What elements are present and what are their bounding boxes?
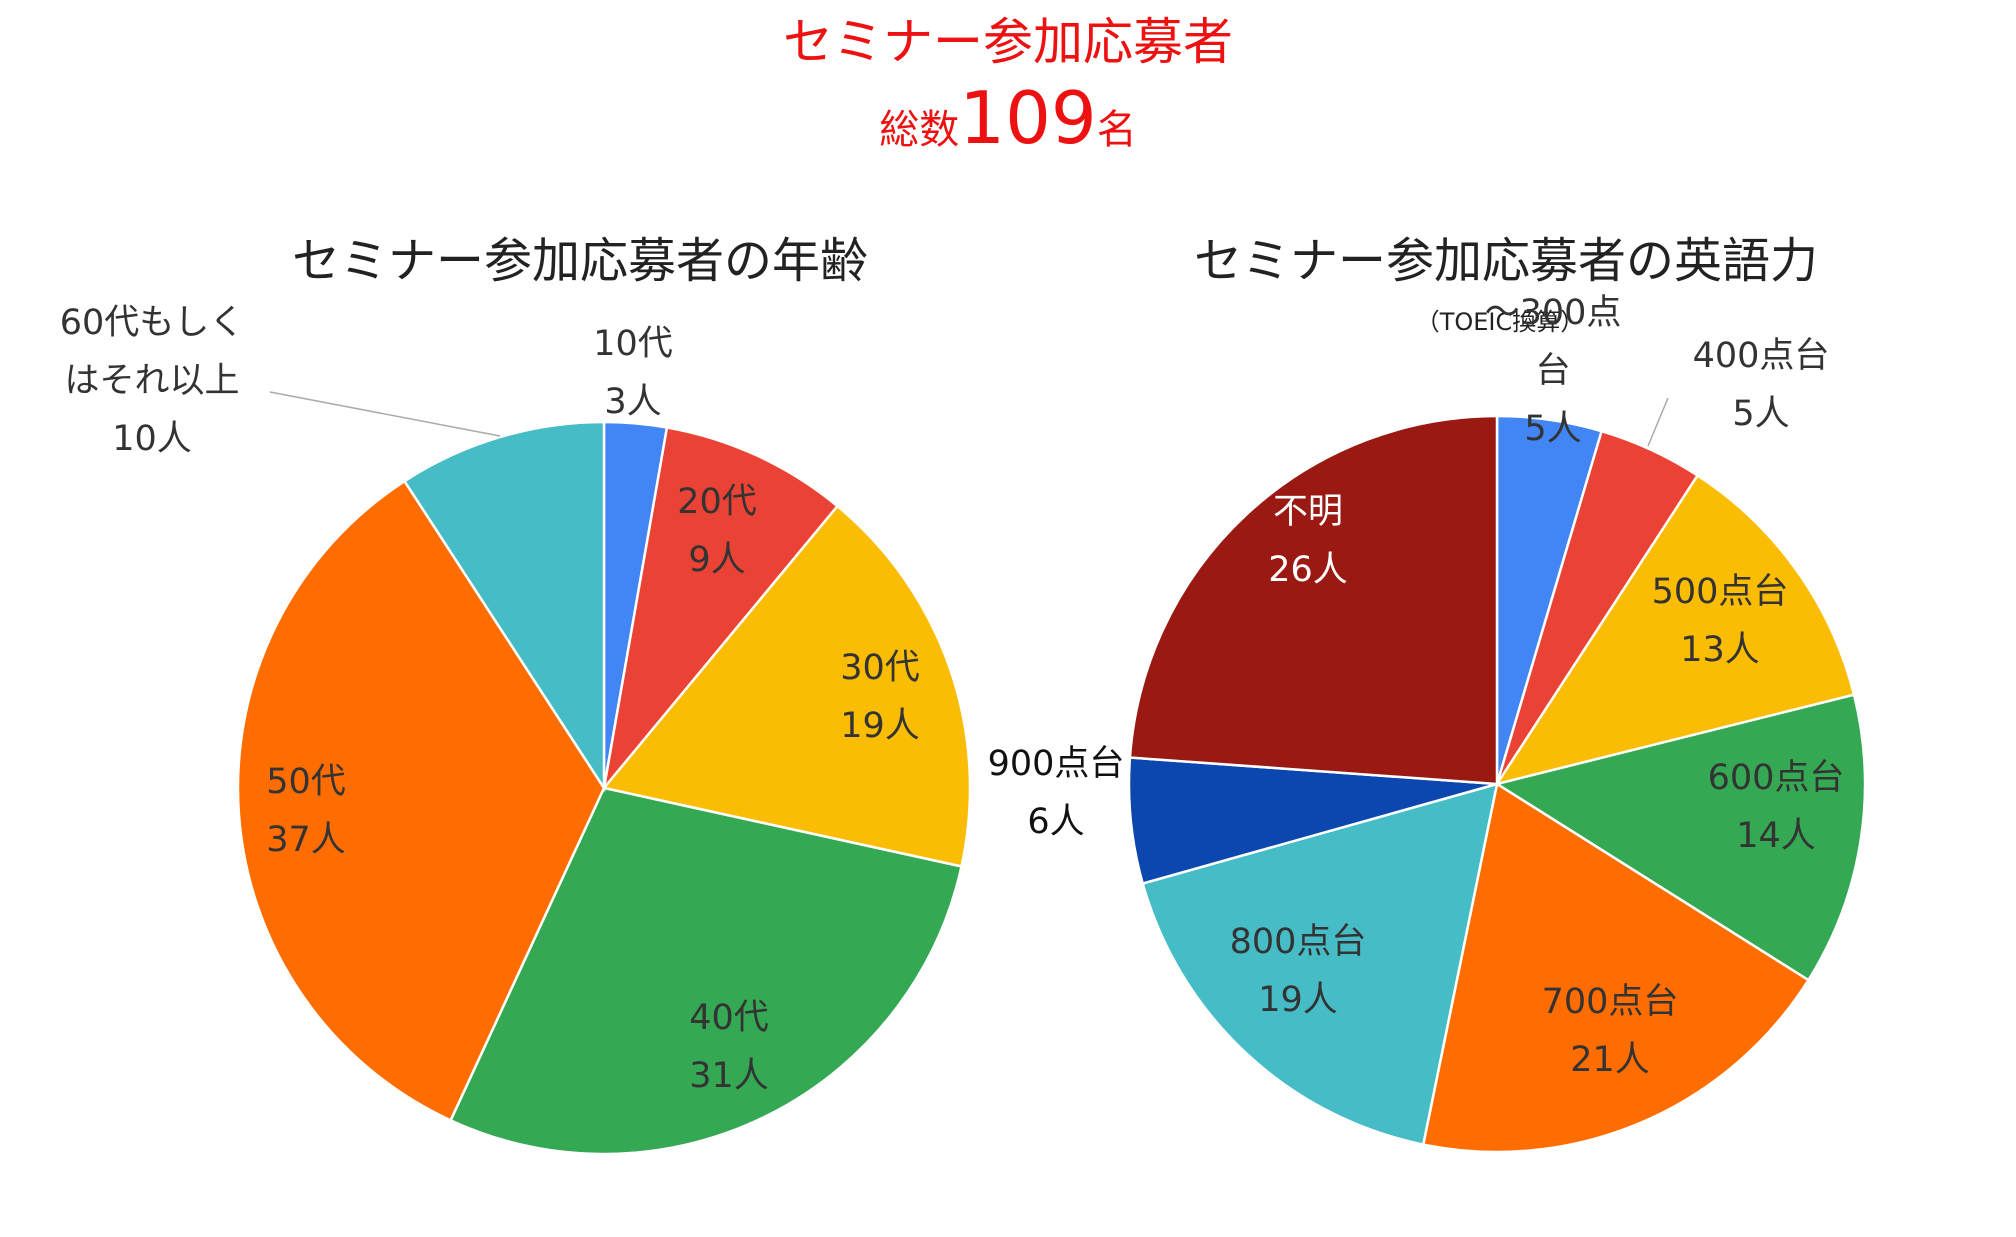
english-pie: ～300点台 5人 400点台 5人 500点台 13人 600点台 14人 700点台 21人 8… [988, 293, 1867, 1154]
english-slice-2 [1494, 473, 1856, 786]
age-slice-label-1: 20代 9人 [677, 482, 757, 580]
english-slice-name-7: 不明 [1273, 492, 1343, 532]
english-slice-4 [1421, 781, 1811, 1154]
age-slice-label-2: 30代 19人 [840, 648, 920, 746]
english-slice-label-7: 不明 26人 [1268, 492, 1348, 590]
english-slice-value-6: 6人 [1027, 802, 1084, 842]
age-chart-title: セミナー参加応募者の年齢 [291, 233, 868, 289]
age-slice-value-2: 19人 [840, 706, 920, 746]
english-slice-name-6: 900点台 [988, 744, 1125, 784]
english-slice-value-5: 19人 [1258, 980, 1338, 1020]
age-slice-4 [236, 479, 606, 1122]
english-slice-label-0: ～300点台 5人 [1485, 293, 1622, 449]
english-slice-value-4: 21人 [1570, 1040, 1650, 1080]
english-chart-title: セミナー参加応募者の英語力 [1193, 233, 1818, 289]
english-slice-name-0: 台 [1535, 351, 1570, 391]
english-slice-label-5: 800点台 19人 [1230, 922, 1367, 1020]
english-slice-label-3: 600点台 14人 [1708, 758, 1845, 856]
english-slice-value-7: 26人 [1268, 550, 1348, 590]
age-slice-value-0: 3人 [604, 382, 661, 422]
english-chart-subtitle: （TOEIC換算） [1415, 308, 1585, 336]
english-slice-value-0: 5人 [1524, 409, 1581, 449]
age-leader-line-5 [269, 391, 501, 437]
english-slice-label-2: 500点台 13人 [1652, 572, 1789, 670]
age-slice-value-4: 37人 [266, 820, 346, 860]
age-slice-value-1: 9人 [688, 540, 745, 580]
english-slice-label-6: 900点台 6人 [988, 744, 1125, 842]
age-slice-name-4: 50代 [266, 762, 346, 802]
age-slice-label-0: 10代 3人 [593, 324, 673, 422]
headline-total: 総数109名 [0, 78, 2016, 170]
age-slice-name-5: はそれ以上 [64, 361, 239, 401]
english-slice-label-4: 700点台 21人 [1542, 982, 1679, 1080]
english-slice-value-1: 5人 [1732, 394, 1789, 434]
age-slice-label-5: 60代もしくはそれ以上 10人 [60, 303, 245, 459]
english-leader-line-1 [1647, 397, 1669, 447]
age-slice-value-5: 10人 [112, 419, 192, 459]
age-slice-2 [601, 504, 972, 868]
english-slice-value-3: 14人 [1736, 816, 1816, 856]
age-slice-5 [402, 420, 606, 793]
age-slice-3 [448, 786, 963, 1156]
headline-title: セミナー参加応募者 [783, 13, 1233, 71]
english-slice-3 [1493, 693, 1867, 982]
english-slice-name-5: 800点台 [1230, 922, 1367, 962]
english-slice-name-1: 400点台 [1693, 336, 1830, 376]
english-slice-7 [1128, 414, 1499, 786]
english-slice-name-4: 700点台 [1542, 982, 1679, 1022]
total-count: 109 [959, 76, 1097, 160]
english-slice-name-2: 500点台 [1652, 572, 1789, 612]
total-prefix: 総数 [879, 107, 960, 153]
english-slice-value-2: 13人 [1680, 630, 1760, 670]
age-slice-name-3: 40代 [689, 998, 769, 1038]
age-slice-1 [601, 426, 840, 793]
english-slice-5 [1141, 782, 1499, 1147]
age-slice-name-5: 60代もしく [60, 303, 245, 343]
age-slice-name-2: 30代 [840, 648, 920, 688]
english-slice-label-1: 400点台 5人 [1693, 336, 1830, 434]
english-slice-name-0: ～300点 [1485, 293, 1622, 333]
age-slice-value-3: 31人 [689, 1056, 769, 1096]
age-slice-name-0: 10代 [593, 324, 673, 364]
age-slice-label-4: 50代 37人 [266, 762, 346, 860]
english-slice-name-3: 600点台 [1708, 758, 1845, 798]
age-slice-label-3: 40代 31人 [689, 998, 769, 1096]
total-suffix: 名 [1096, 107, 1137, 153]
age-slice-name-1: 20代 [677, 482, 757, 522]
